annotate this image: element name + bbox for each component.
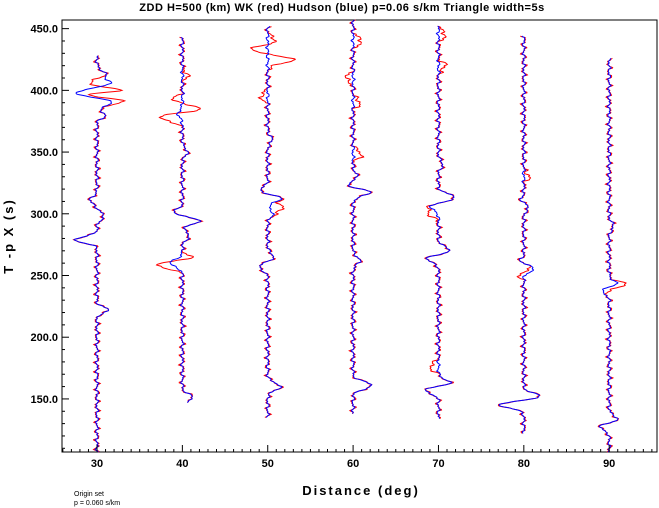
wk-trace-60 [344, 19, 374, 414]
x-axis-ticks: 30 40 50 60 70 80 90 [62, 445, 653, 470]
x-tick-label: 30 [91, 458, 103, 470]
wk-trace-80 [497, 35, 541, 434]
plot-frame [61, 19, 658, 453]
hudson-trace-30 [73, 55, 113, 453]
y-tick-label: 450.0 [30, 24, 58, 36]
chart-title: ZDD H=500 (km) WK (red) Hudson (blue) p=… [139, 2, 544, 14]
hudson-trace-90 [598, 57, 619, 453]
wk-trace-90 [597, 57, 627, 453]
footnote-line-2: p = 0.060 s/km [74, 500, 120, 507]
x-tick-label: 70 [432, 458, 444, 470]
x-tick-label: 40 [176, 458, 188, 470]
y-tick-label: 350.0 [30, 147, 58, 159]
y-tick-label: 150.0 [30, 394, 58, 406]
y-axis-label: T -p X (s) [1, 198, 16, 274]
hudson-trace-40 [169, 36, 202, 403]
y-tick-label: 300.0 [30, 209, 58, 221]
y-tick-label: 200.0 [30, 332, 58, 344]
y-tick-label: 400.0 [30, 85, 58, 97]
x-tick-label: 80 [518, 458, 530, 470]
wk-trace-50 [249, 26, 296, 418]
footnote-line-1: Origin set [74, 491, 104, 498]
wk-trace-40 [155, 36, 204, 403]
wk-trace-30 [72, 55, 127, 453]
hudson-trace-60 [347, 19, 373, 414]
hudson-trace-70 [424, 25, 455, 419]
y-axis-ticks: 150.0 200.0 250.0 300.0 350.0 400.0 450.0 [30, 24, 69, 449]
hudson-trace-80 [498, 35, 541, 434]
x-tick-label: 60 [347, 458, 359, 470]
trace-group [72, 19, 627, 453]
x-tick-label: 50 [262, 458, 274, 470]
y-tick-label: 250.0 [30, 270, 58, 282]
hudson-trace-50 [259, 26, 283, 418]
x-tick-label: 90 [603, 458, 615, 470]
x-axis-label: Distance (deg) [302, 483, 420, 498]
